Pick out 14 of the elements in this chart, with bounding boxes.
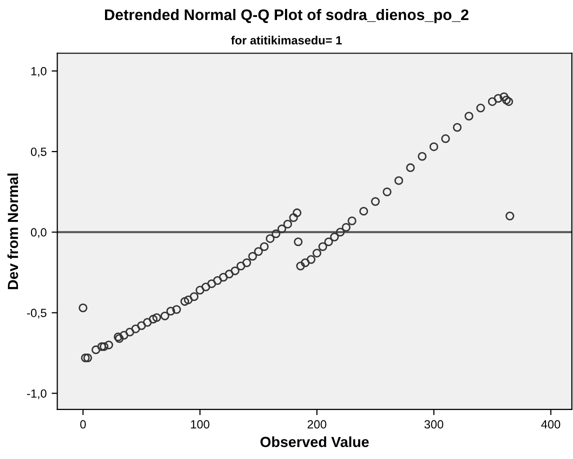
x-axis-title: Observed Value bbox=[260, 436, 369, 448]
y-tick-label: 0,0 bbox=[30, 228, 46, 238]
x-tick-label: 300 bbox=[424, 420, 444, 429]
y-tick-label: 1,0 bbox=[31, 67, 46, 77]
y-tick-label: 0,5 bbox=[30, 148, 46, 158]
y-axis-title: Dev from Normal bbox=[7, 174, 18, 290]
x-tick-label: 200 bbox=[308, 420, 326, 429]
y-tick-label: -1,0 bbox=[27, 389, 46, 400]
x-tick-label: 400 bbox=[541, 420, 560, 429]
chart-title: Detrended Normal Q-Q Plot of sodra_dienos_po_2 bbox=[105, 8, 468, 24]
y-tick-label: -0,5 bbox=[27, 308, 46, 319]
x-tick-label: 100 bbox=[191, 420, 210, 429]
x-tick-label: 0 bbox=[80, 420, 86, 429]
chart-subtitle: for atitikimasedu= 1 bbox=[231, 36, 342, 44]
